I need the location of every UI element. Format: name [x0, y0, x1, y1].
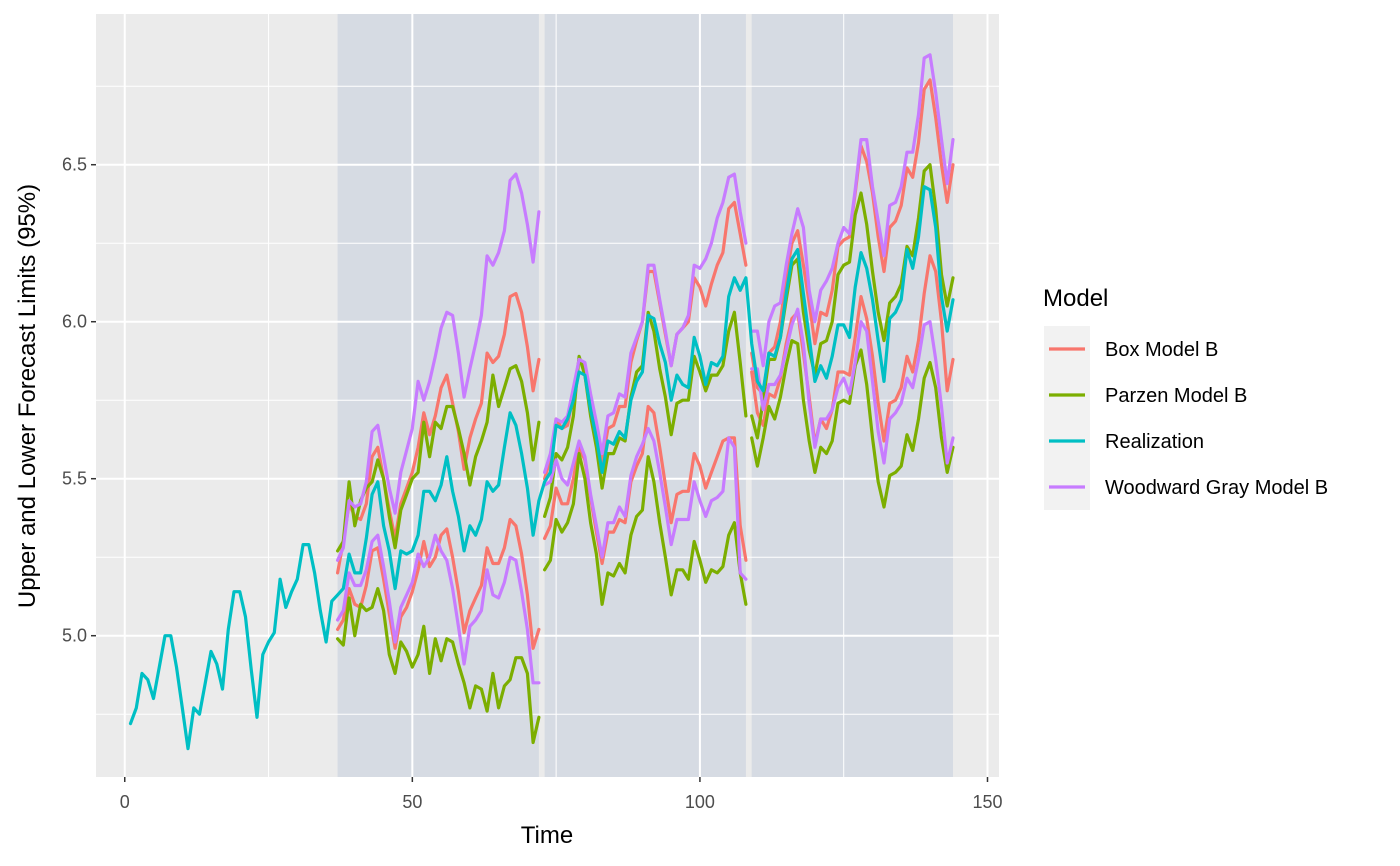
grid-lines	[96, 14, 999, 777]
x-tick-label: 50	[402, 792, 422, 812]
series-line-parzen-model-b-upper	[336, 364, 541, 553]
series-line-woodward-gray-model-b-upper2	[543, 172, 748, 474]
y-axis: 5.0 5.5 6.0 6.5	[62, 155, 96, 646]
x-tick-label: 100	[685, 792, 715, 812]
legend-label-woodward-gray-model-b: Woodward Gray Model B	[1105, 477, 1328, 499]
y-tick-label: 5.5	[62, 469, 87, 489]
series-line-woodward-gray-model-b-lower2	[543, 426, 748, 581]
legend-label-parzen-model-b: Parzen Model B	[1105, 385, 1247, 407]
series-line-woodward-gray-model-b-upper3	[750, 53, 955, 368]
legend-label-realization: Realization	[1105, 431, 1204, 453]
series-line-realization	[128, 185, 955, 751]
series-line-box-model-b-upper	[336, 291, 541, 575]
series-line-woodward-gray-model-b-upper	[336, 172, 541, 562]
shaded-region-2	[544, 14, 746, 777]
y-tick-label: 6.0	[62, 312, 87, 332]
series-line-parzen-model-b-lower	[336, 587, 541, 745]
series-lines	[128, 53, 955, 751]
x-tick-label: 0	[120, 792, 130, 812]
x-tick-label: 150	[972, 792, 1002, 812]
legend-title: Model	[1043, 285, 1108, 312]
series-line-woodward-gray-model-b-lower	[336, 533, 541, 685]
legend: Model Box Model B Parzen Model B Realizati…	[1043, 285, 1328, 510]
y-tick-label: 6.5	[62, 155, 87, 175]
y-tick-label: 5.0	[62, 626, 87, 646]
y-axis-title: Upper and Lower Forecast Limits (95%)	[14, 184, 41, 608]
x-axis-title: Time	[521, 822, 573, 849]
x-axis: 0 50 100 150	[120, 777, 1003, 812]
series-line-woodward-gray-model-b-lower3	[750, 307, 955, 465]
legend-label-box-model-b: Box Model B	[1105, 339, 1218, 361]
series-line-parzen-model-b-lower2	[543, 452, 748, 606]
